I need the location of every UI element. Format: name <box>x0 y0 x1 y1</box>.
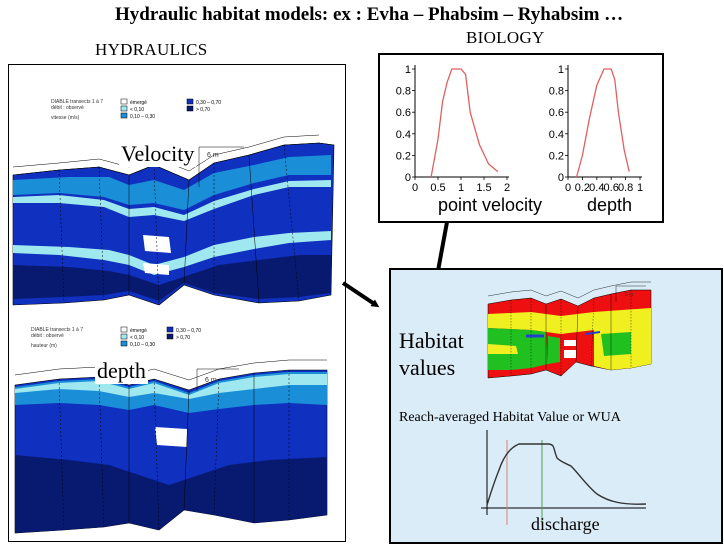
depth-legend-subtitle: débit : observé <box>31 333 64 339</box>
depth-legend-swatches: émergé < 0,10 0,10 – 0,30 0,30 – 0,70 > … <box>120 326 201 348</box>
depth-scale-label: 6 m <box>205 377 217 384</box>
velocity-legend-item-1: < 0,10 <box>130 107 144 113</box>
depth-legend-title: DIABLE transects 1 à 7 <box>31 327 83 333</box>
bio-depth-xlabel: depth <box>587 195 632 215</box>
velocity-legend-item-2: 0,10 – 0,30 <box>130 114 155 120</box>
hydraulics-heading: HYDRAULICS <box>95 40 208 59</box>
velocity-legend-subtitle: débit : observé <box>51 105 84 111</box>
hydraulics-panel: DIABLE transects 1 à 7 débit : observé v… <box>8 64 346 542</box>
bio-depth-xtick-label: 1 <box>637 182 643 194</box>
bio-depth-xtick-label: 0.2 <box>575 182 590 194</box>
bio-velocity-curve <box>430 68 499 178</box>
depth-legend-item-1: < 0,10 <box>130 335 144 341</box>
bio-depth-ytick-label: 1 <box>558 64 564 76</box>
velocity-legend-swatches: émergé < 0,10 0,10 – 0,30 0,30 – 0,70 > … <box>120 98 221 120</box>
bio-depth-xtick-label: 0.4 <box>589 182 604 194</box>
wua-title: Reach-averaged Habitat Value or WUA <box>399 410 621 425</box>
bio-depth-ytick-label: 0 <box>558 172 564 184</box>
velocity-legend-title: DIABLE transects 1 à 7 <box>51 99 103 105</box>
biology-heading: BIOLOGY <box>466 28 545 47</box>
wua-curve <box>486 443 647 506</box>
habitat-scale-label: 6 m <box>625 292 634 298</box>
bio-velocity-ytick-label: 0.4 <box>396 129 411 141</box>
depth-legend-item-3: 0,30 – 0,70 <box>176 328 201 334</box>
velocity-legend: DIABLE transects 1 à 7 débit : observé v… <box>51 99 103 121</box>
depth-legend: DIABLE transects 1 à 7 débit : observé h… <box>31 327 83 349</box>
velocity-legend-item-0: émergé <box>130 100 147 106</box>
velocity-label: Velocity <box>119 141 197 167</box>
arrow-hydraulics-to-habitat <box>341 281 380 308</box>
bio-depth-ytick-label: 0.2 <box>549 150 564 162</box>
page-title: Hydraulic habitat models: ex : Evha – Ph… <box>115 4 624 25</box>
habitat-river-map <box>487 281 652 379</box>
depth-legend-item-0: émergé <box>130 328 147 334</box>
bio-velocity-xtick-label: 0 <box>412 182 418 194</box>
bio-velocity-xlabel: point velocity <box>438 195 542 215</box>
bio-velocity-xtick-label: 1 <box>458 182 464 194</box>
wua-xlabel: discharge <box>531 514 600 534</box>
wua-chart <box>481 430 647 525</box>
depth-legend-item-2: 0,10 – 0,30 <box>130 342 155 348</box>
bio-depth-curve <box>575 68 630 178</box>
bio-velocity-ytick-label: 0 <box>405 172 411 184</box>
depth-label: depth <box>95 358 148 384</box>
bio-depth-xtick-label: 0.6 <box>604 182 619 194</box>
velocity-legend-item-4: > 0,70 <box>196 107 210 113</box>
depth-legend-variable: hauteur (m) <box>31 343 57 349</box>
bio-depth-ytick-label: 0.6 <box>549 107 564 119</box>
velocity-scale-label: 6 m <box>207 152 219 159</box>
depth-river-map <box>14 359 328 534</box>
depth-legend-item-4: > 0,70 <box>176 335 190 341</box>
velocity-river-map <box>12 134 335 306</box>
bio-depth-ytick-label: 0.4 <box>549 129 564 141</box>
bio-depth-xtick-label: 0 <box>565 182 571 194</box>
velocity-legend-variable: vitesse (m/s) <box>51 115 80 121</box>
habitat-panel: Habitat values 6 m Reach-averaged Habita… <box>389 268 723 544</box>
velocity-legend-item-3: 0,30 – 0,70 <box>196 100 221 106</box>
bio-depth-xtick-label: 0.8 <box>618 182 633 194</box>
habitat-label-line1: Habitat <box>399 328 464 353</box>
bio-velocity-ytick-label: 0.2 <box>396 150 411 162</box>
habitat-label-line2: values <box>399 355 456 380</box>
bio-velocity-xtick-label: 2 <box>504 182 510 194</box>
bio-velocity-ytick-label: 1 <box>405 64 411 76</box>
bio-velocity-xtick-label: 0.5 <box>430 182 445 194</box>
bio-depth-ytick-label: 0.8 <box>549 86 564 98</box>
bio-velocity-xtick-label: 1.5 <box>476 182 491 194</box>
biology-panel-velocity <box>378 53 538 223</box>
bio-velocity-ytick-label: 0.6 <box>396 107 411 119</box>
bio-velocity-ytick-label: 0.8 <box>396 86 411 98</box>
